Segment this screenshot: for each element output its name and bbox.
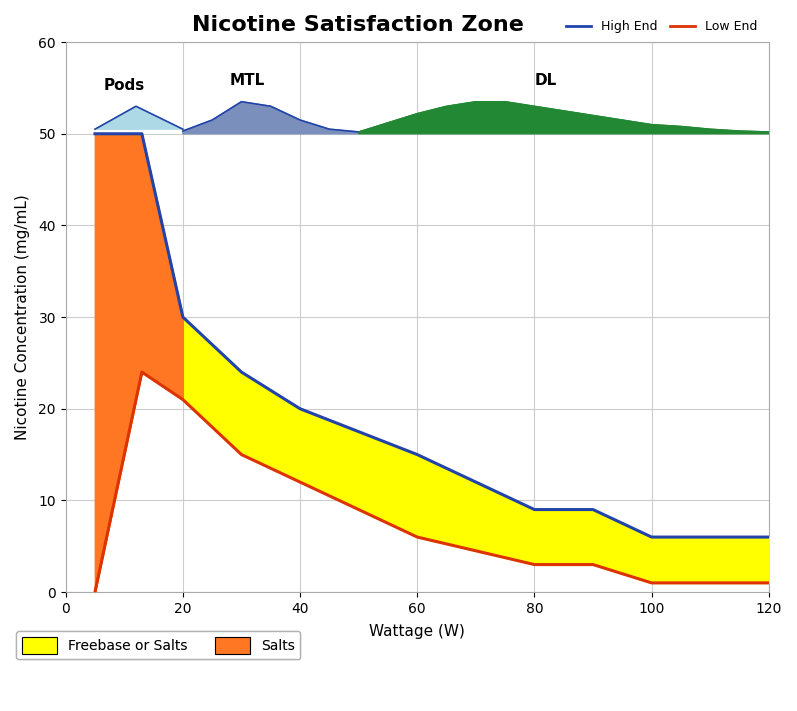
Text: MTL: MTL xyxy=(230,73,265,88)
Text: Pods: Pods xyxy=(104,77,145,92)
Text: Nicotine Satisfaction Zone: Nicotine Satisfaction Zone xyxy=(192,15,524,35)
Legend: Freebase or Salts, Salts: Freebase or Salts, Salts xyxy=(17,631,300,659)
Polygon shape xyxy=(359,102,769,134)
Polygon shape xyxy=(95,106,183,129)
Polygon shape xyxy=(183,102,359,134)
X-axis label: Wattage (W): Wattage (W) xyxy=(369,624,465,639)
Y-axis label: Nicotine Concentration (mg/mL): Nicotine Concentration (mg/mL) xyxy=(15,194,30,440)
Text: DL: DL xyxy=(535,73,557,88)
